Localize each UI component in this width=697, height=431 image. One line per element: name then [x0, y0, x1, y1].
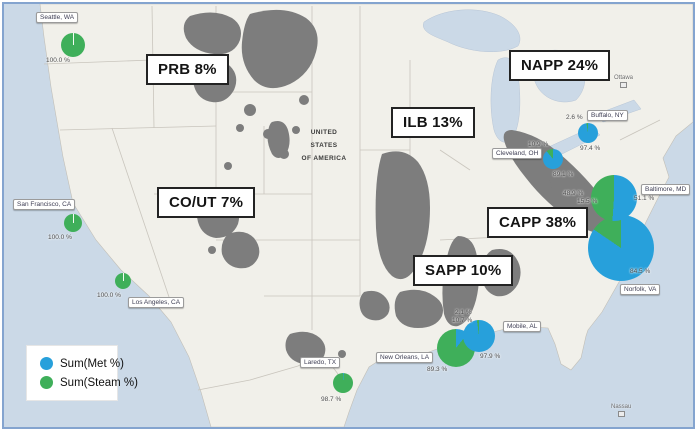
city-marker-icon	[620, 82, 627, 88]
pie-value-label-buffalo: 97.4 %	[580, 145, 601, 152]
pie-value-label-mobile: 97.9 %	[480, 353, 501, 360]
country-label-line: UNITED	[310, 129, 338, 136]
country-label-line: STATES	[310, 142, 338, 149]
pie-mark-los-angeles[interactable]	[115, 273, 131, 289]
legend-item-steam[interactable]: Sum(Steam %)	[40, 376, 138, 389]
met-color-swatch	[40, 357, 53, 370]
pie-value-label-baltimore: 51.1 %	[634, 195, 655, 202]
pie-value-label-cleveland: 10.9 %	[528, 141, 549, 148]
basin-label-sapp: SAPP 10%	[413, 255, 514, 286]
pie-value-label-new-orleans: 10.7 %	[452, 317, 473, 324]
pie-value-label-cleveland: 89.1 %	[553, 171, 574, 178]
pie-mark-mobile[interactable]	[463, 320, 495, 352]
map-place-ottawa: Ottawa	[614, 75, 633, 88]
city-annotation-norfolk: Norfolk, VA	[620, 284, 661, 295]
city-annotation-seattle: Seattle, WA	[36, 12, 79, 23]
pie-mark-buffalo[interactable]	[578, 123, 598, 143]
pie-value-label-mobile: 2.1 %	[455, 309, 472, 316]
basin-label-napp: NAPP 24%	[509, 50, 611, 81]
pie-mark-cleveland[interactable]	[543, 149, 563, 169]
pie-slice-divider	[72, 33, 74, 45]
pie-value-label-baltimore: 48.9 %	[563, 190, 584, 197]
pie-value-label-norfolk: 84.5 %	[630, 268, 651, 275]
pie-mark-laredo[interactable]	[333, 373, 353, 393]
legend-item-met[interactable]: Sum(Met %)	[40, 357, 124, 370]
city-annotation-san-francisco: San Francisco, CA	[13, 199, 76, 210]
pie-mark-san-francisco[interactable]	[64, 214, 82, 232]
pie-value-label-norfolk: 15.5 %	[577, 198, 598, 205]
pie-value-label-los-angeles: 100.0 %	[97, 292, 121, 299]
steam-color-swatch	[40, 376, 53, 389]
map-place-name: Ottawa	[614, 75, 634, 81]
city-annotation-mobile: Mobile, AL	[503, 321, 542, 332]
basin-label-capp: CAPP 38%	[487, 207, 589, 238]
pie-value-label-laredo: 98.7 %	[321, 396, 342, 403]
great-lakes	[423, 9, 642, 160]
city-annotation-cleveland: Cleveland, OH	[492, 148, 543, 159]
basin-label-cout: CO/UT 7%	[157, 187, 256, 218]
legend: Sum(Met %) Sum(Steam %)	[26, 345, 138, 401]
pie-mark-baltimore[interactable]	[591, 175, 637, 221]
basin-label-prb: PRB 8%	[146, 54, 229, 85]
city-annotation-new-orleans: New Orleans, LA	[376, 352, 434, 363]
map-place-name: Nassau	[611, 404, 632, 410]
pie-mark-seattle[interactable]	[61, 33, 85, 57]
map-place-nassau: Nassau	[611, 404, 631, 417]
city-marker-icon	[617, 411, 625, 417]
pie-value-label-san-francisco: 100.0 %	[48, 234, 72, 241]
legend-label: Sum(Met %)	[60, 357, 124, 370]
lake-superior	[423, 9, 521, 52]
pie-value-label-new-orleans: 89.3 %	[427, 366, 448, 373]
pie-value-label-seattle: 100.0 %	[46, 57, 70, 64]
country-label-line: OF AMERICA	[301, 155, 347, 162]
legend-label: Sum(Steam %)	[60, 376, 138, 389]
pie-slice-divider	[72, 214, 74, 223]
country-label: UNITED STATES OF AMERICA	[282, 126, 366, 165]
city-annotation-laredo: Laredo, TX	[300, 357, 341, 368]
city-annotation-los-angeles: Los Angeles, CA	[128, 297, 185, 308]
city-annotation-baltimore: Baltimore, MD	[641, 184, 691, 195]
pie-value-label-buffalo: 2.6 %	[566, 114, 583, 121]
pie-mark-norfolk[interactable]	[588, 215, 654, 281]
basin-label-ilb: ILB 13%	[391, 107, 475, 138]
pie-slice-divider	[122, 273, 124, 281]
city-annotation-buffalo: Buffalo, NY	[587, 110, 628, 121]
